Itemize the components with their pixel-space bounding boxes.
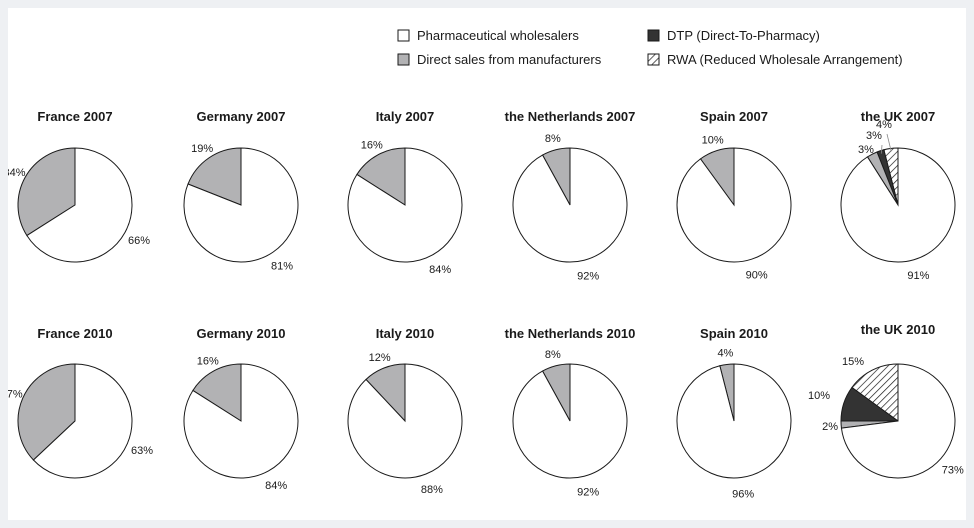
slice-label-dtp: 3% xyxy=(866,130,882,142)
pie-7: France 2010 37% 63% xyxy=(8,326,153,479)
slice-label-wholesalers: 92% xyxy=(577,487,599,499)
slice-label-wholesalers: 88% xyxy=(421,484,443,496)
legend-swatch-rwa xyxy=(647,53,660,66)
slice-label-direct: 16% xyxy=(197,356,219,368)
pie-title: France 2007 xyxy=(37,109,112,124)
slice-label-wholesalers: 81% xyxy=(271,260,293,272)
slice-label-wholesalers: 91% xyxy=(907,270,929,282)
pie-slice-direct xyxy=(187,147,242,206)
legend-label-dtp: DTP (Direct-To-Pharmacy) xyxy=(667,28,820,43)
slice-label-direct: 16% xyxy=(361,140,383,152)
pie-title: the Netherlands 2010 xyxy=(505,326,636,341)
legend: Pharmaceutical wholesalers Direct sales f… xyxy=(397,28,903,67)
pie-4: the Netherlands 2007 8% 92% xyxy=(505,109,636,283)
slice-label-dtp: 10% xyxy=(808,390,830,402)
pie-slice-wholesalers xyxy=(512,147,628,263)
pie-slice-rwa xyxy=(851,363,899,422)
pie-title: Italy 2010 xyxy=(376,326,435,341)
pie-title: Italy 2007 xyxy=(376,109,435,124)
pie-12: the UK 2010 15% 10% 2% 73% xyxy=(808,322,964,479)
pie-slice-wholesalers xyxy=(32,363,133,479)
pie-chart-grid: Pharmaceutical wholesalers Direct sales f… xyxy=(8,28,964,500)
pie-title: the UK 2007 xyxy=(861,109,935,124)
slice-label-rwa: 15% xyxy=(842,356,864,368)
slice-label-rwa: 4% xyxy=(876,119,892,131)
slice-label-wholesalers: 92% xyxy=(577,271,599,283)
legend-swatch-direct xyxy=(397,53,410,66)
pie-title: Germany 2010 xyxy=(197,326,286,341)
slice-label-direct: 2% xyxy=(822,421,838,433)
pie-slice-wholesalers xyxy=(26,147,133,263)
pie-title: Spain 2007 xyxy=(700,109,768,124)
pies: France 2007 34% 66% Germany 2007 19% 81% Italy… xyxy=(8,109,964,500)
legend-swatch-dtp xyxy=(647,29,660,42)
slice-label-direct: 12% xyxy=(369,352,391,364)
pie-slice-wholesalers xyxy=(347,147,463,263)
leader-line xyxy=(880,144,883,154)
pie-slice-direct xyxy=(17,363,76,461)
slice-label-wholesalers: 90% xyxy=(746,269,768,281)
pie-slice-wholesalers xyxy=(676,147,792,263)
pie-slice-wholesalers xyxy=(676,363,792,479)
pie-title: Spain 2010 xyxy=(700,326,768,341)
slice-label-direct: 3% xyxy=(858,144,874,156)
pie-slice-wholesalers xyxy=(347,363,463,479)
slice-label-direct: 34% xyxy=(8,167,26,179)
pie-slice-wholesalers xyxy=(840,147,956,263)
slice-label-direct: 37% xyxy=(8,389,23,401)
leader-line xyxy=(886,133,892,152)
slice-label-direct: 19% xyxy=(191,143,213,155)
slice-label-wholesalers: 66% xyxy=(128,235,150,247)
pie-title: France 2010 xyxy=(37,326,112,341)
legend-label-rwa: RWA (Reduced Wholesale Arrangement) xyxy=(667,52,903,67)
pie-3: Italy 2007 16% 84% xyxy=(347,109,463,276)
slice-label-wholesalers: 84% xyxy=(429,264,451,276)
pie-title: the Netherlands 2007 xyxy=(505,109,636,124)
pie-slice-direct xyxy=(192,363,242,422)
pie-title: the UK 2010 xyxy=(861,322,935,337)
legend-label-direct: Direct sales from manufacturers xyxy=(417,52,602,67)
pie-9: Italy 2010 12% 88% xyxy=(347,326,463,496)
pie-5: Spain 2007 10% 90% xyxy=(676,109,792,281)
slice-label-direct: 10% xyxy=(702,134,724,146)
pie-slice-direct xyxy=(356,147,406,206)
chart-panel: Pharmaceutical wholesalers Direct sales f… xyxy=(8,8,966,520)
pie-slice-wholesalers xyxy=(183,363,299,479)
pie-slice-wholesalers xyxy=(512,363,628,479)
slice-label-direct: 8% xyxy=(545,349,561,361)
slice-label-wholesalers: 73% xyxy=(942,464,964,476)
pie-title: Germany 2007 xyxy=(197,109,286,124)
pie-8: Germany 2010 16% 84% xyxy=(183,326,299,492)
pie-slice-wholesalers xyxy=(183,147,299,263)
pie-10: the Netherlands 2010 8% 92% xyxy=(505,326,636,499)
pie-slice-wholesalers xyxy=(840,363,956,479)
pie-11: Spain 2010 4% 96% xyxy=(676,326,792,500)
pie-1: France 2007 34% 66% xyxy=(8,109,150,263)
slice-label-direct: 4% xyxy=(717,348,733,360)
legend-label-wholesalers: Pharmaceutical wholesalers xyxy=(417,28,579,43)
pie-2: Germany 2007 19% 81% xyxy=(183,109,299,272)
slice-label-wholesalers: 96% xyxy=(732,488,754,500)
slice-label-wholesalers: 63% xyxy=(131,445,153,457)
slice-label-wholesalers: 84% xyxy=(265,480,287,492)
legend-swatch-wholesalers xyxy=(397,29,410,42)
slice-label-direct: 8% xyxy=(545,133,561,145)
